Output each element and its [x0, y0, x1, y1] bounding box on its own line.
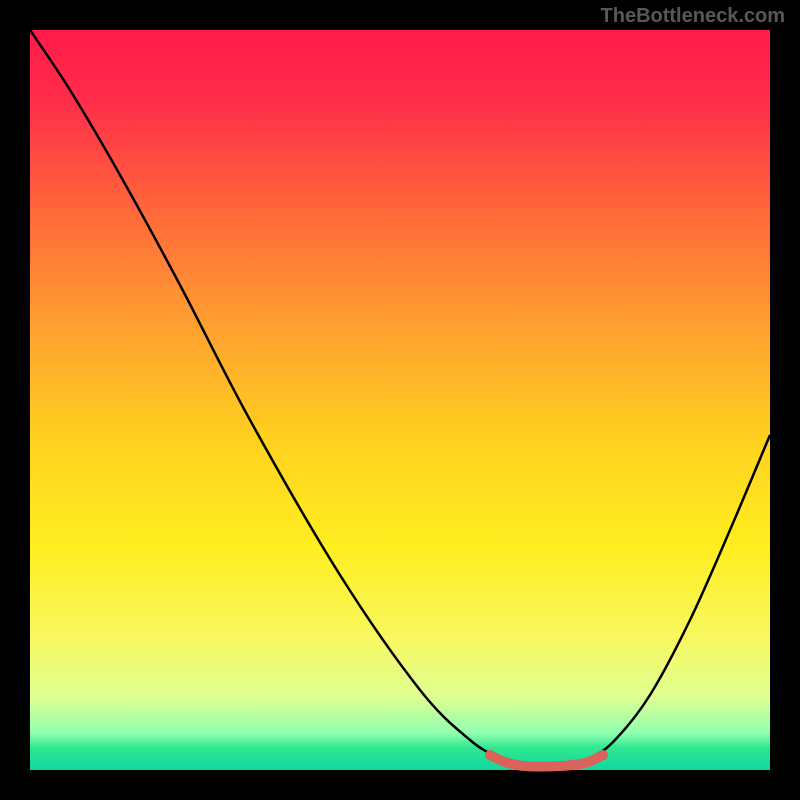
chart-svg [0, 0, 800, 800]
chart-container: TheBottleneck.com [0, 0, 800, 800]
plot-background [30, 30, 770, 770]
watermark-text: TheBottleneck.com [601, 5, 785, 28]
